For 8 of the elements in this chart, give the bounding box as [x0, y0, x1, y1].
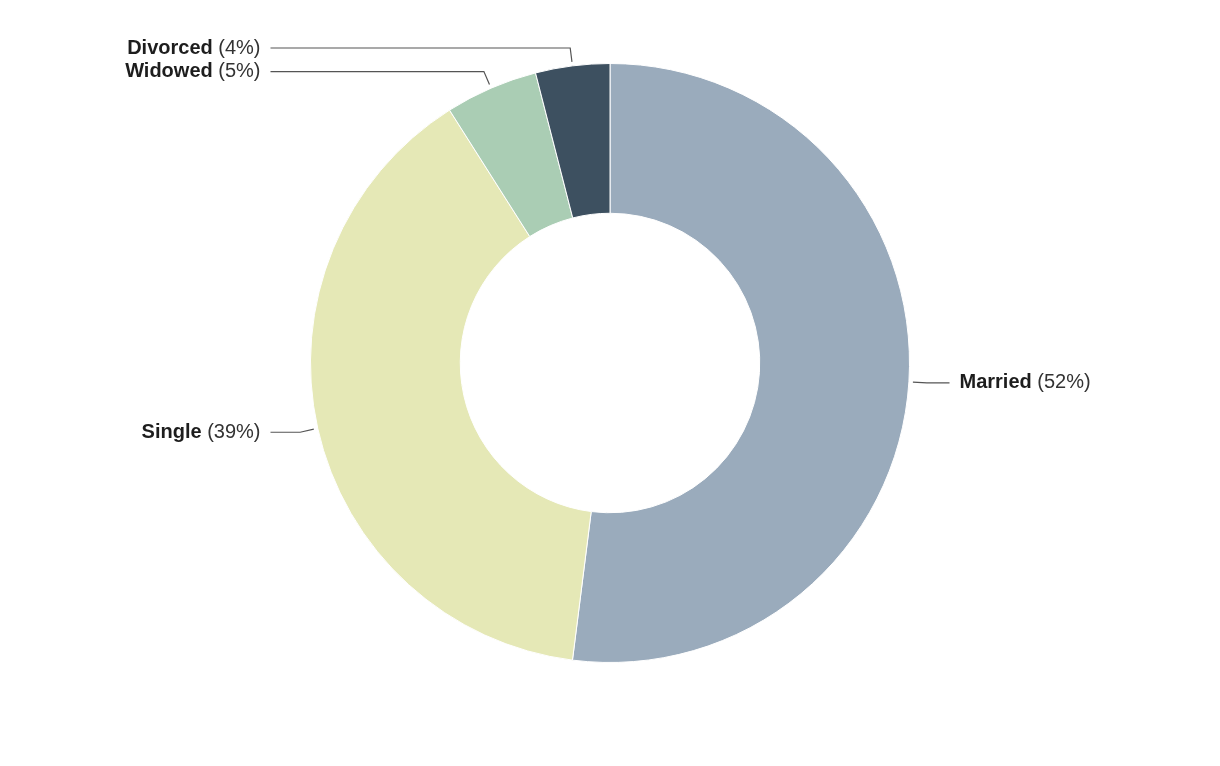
- slice-label: Single: [141, 419, 202, 442]
- data-label: (4%): [212, 35, 261, 58]
- data-label: (52%): [1031, 370, 1091, 393]
- data-label: (5%): [212, 59, 261, 82]
- slice-label: Divorced: [127, 35, 213, 58]
- data-label: (39%): [201, 419, 261, 442]
- slice-label: Married: [959, 370, 1032, 393]
- slice-label: Widowed: [125, 59, 213, 82]
